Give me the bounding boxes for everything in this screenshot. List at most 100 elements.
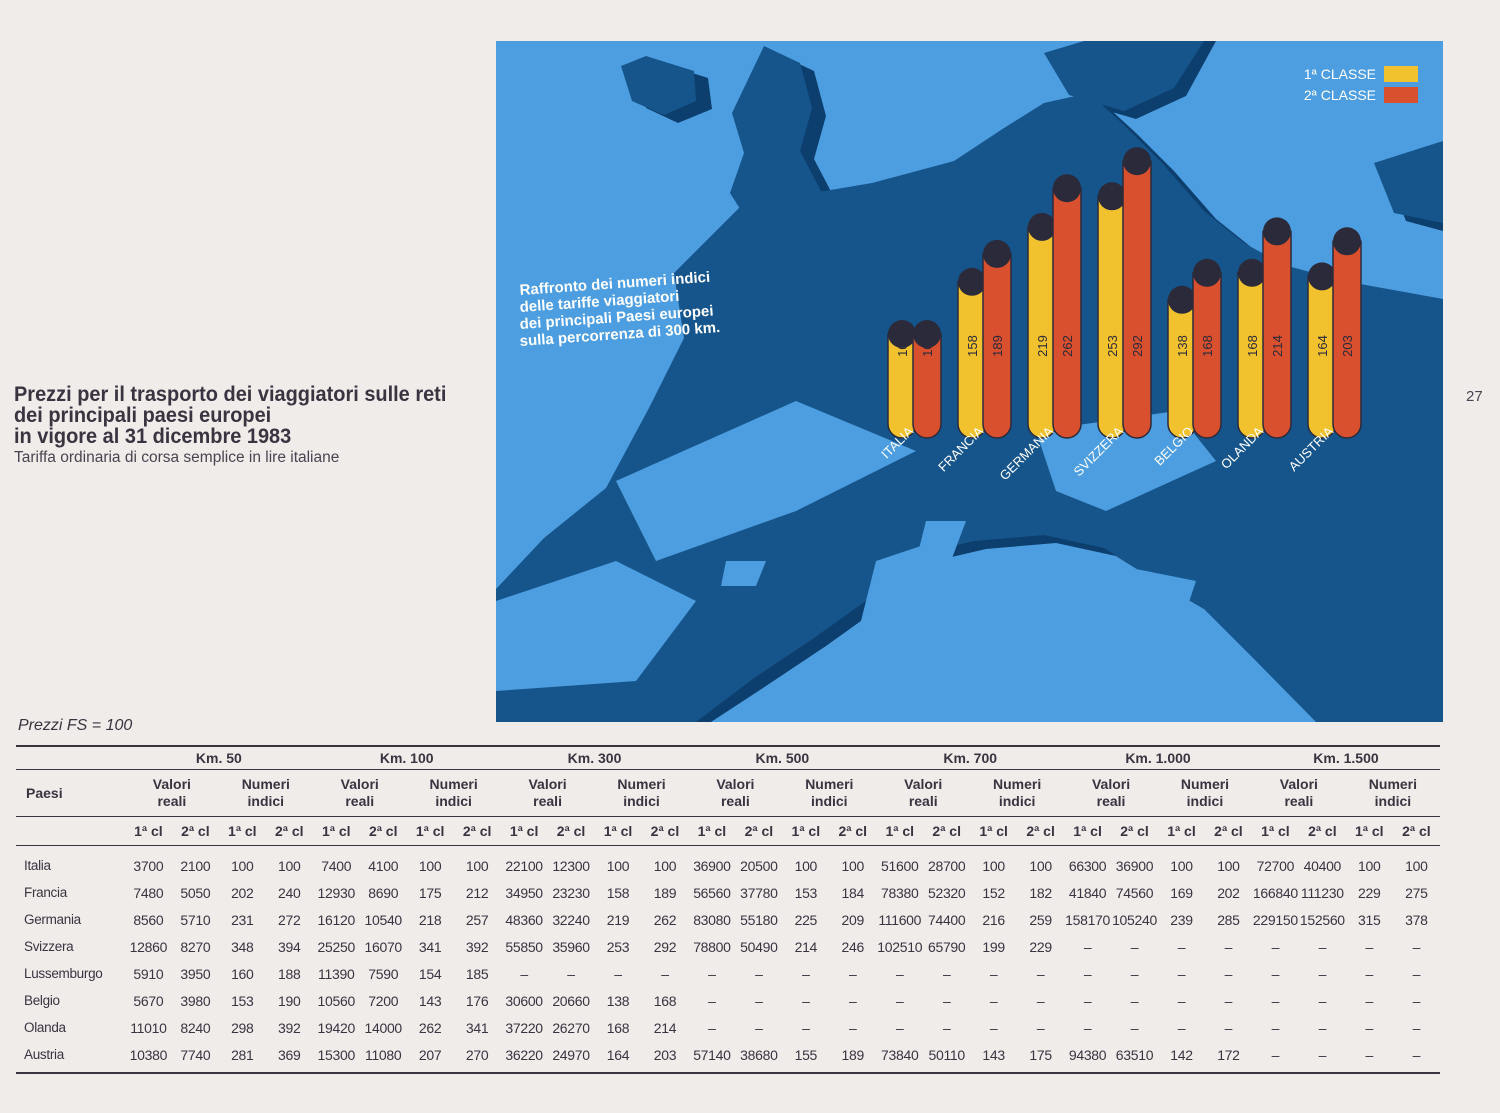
value-cell: 111600 [878,911,922,928]
value-cell: – [661,965,669,982]
cylinder-cap [1028,212,1056,241]
group-header-line-1: Numeri [1368,776,1418,792]
country-cell: Lussemburgo [24,966,103,981]
value-cell: 48360 [505,911,543,928]
bar-svizzera-second-class: 292 [1122,147,1152,439]
group-header-line-2: reali [908,793,938,809]
value-cell: 105240 [1112,911,1157,928]
value-cell: 14000 [364,1019,402,1036]
value-cell: – [849,965,857,982]
second-class-header: 2ª cl [1392,816,1440,846]
value-cell: 341 [465,1019,489,1036]
value-cell: 100 [278,857,301,874]
table-row: Francia 7480 5050 202 240 12930 8690 175 212 3495… [16,879,1440,906]
value-cell: – [1412,938,1421,955]
value-cell: 203 [641,1041,689,1074]
value-cell: – [708,992,716,1009]
value-cell: 50110 [923,1041,971,1074]
bar-value-label: 253 [1105,335,1120,357]
group-header-line-1: Numeri [429,776,478,792]
value-cell: 190 [278,992,301,1009]
value-cell: 275 [1405,884,1428,901]
value-cell: 7480 [133,884,164,901]
bar-italia-second-class: 100 [912,320,942,439]
value-cell: 5910 [133,965,164,982]
value-cell: – [1177,938,1186,955]
bar-francia-second-class: 189 [982,239,1012,439]
value-cell: 37780 [740,884,778,901]
bar-belgio-first-class: 138 [1167,285,1197,439]
value-cell: 369 [265,1041,313,1074]
value-cell: 184 [841,884,865,901]
value-cell: 8270 [180,938,211,955]
value-cell: 172 [1204,1041,1252,1074]
group-header-line-1: Numeri [993,776,1042,792]
value-cell: – [708,1019,716,1036]
value-cell: – [989,965,998,982]
country-cell: Svizzera [24,939,74,954]
second-class-header: 2ª cl [171,816,219,846]
cylinder-cap [1193,258,1221,287]
distance-header: Km. 300 [500,745,689,770]
distance-header-row: Km. 50 Km. 100 Km. 300 Km. 500 Km. 700 Km. 1.… [16,745,1440,770]
group-header-line-1: Numeri [241,776,290,792]
value-cell: 7590 [368,965,399,982]
bar-value-label: 168 [1245,335,1260,357]
group-header-line-2: indici [1186,793,1224,809]
first-class-header: 1ª cl [218,816,266,846]
distance-header: Km. 100 [312,745,501,770]
group-header-line-1: Valori [716,776,755,792]
value-cell: – [942,992,951,1009]
value-cell: – [1177,1019,1186,1036]
value-cell: 7400 [321,857,352,874]
value-cell: – [1083,1019,1092,1036]
country-cell: Austria [16,1041,125,1074]
value-cell: – [849,992,857,1009]
value-cell: 8560 [133,911,164,928]
value-cell: 12860 [129,938,168,955]
value-cell: 25250 [317,938,356,955]
second-class-header: 2ª cl [735,816,783,846]
value-cell: 188 [278,965,301,982]
value-cell: 207 [406,1041,454,1074]
value-cell: 10540 [364,911,402,928]
value-cell: 7200 [368,992,399,1009]
table-row: Italia 3700 2100 100 100 7400 4100 100 100 22100 1… [16,846,1440,880]
value-cell: – [1224,1019,1233,1036]
value-cell: 229 [1358,884,1381,901]
value-cell: 239 [1170,911,1193,928]
value-cell: – [755,992,763,1009]
numeri-indici-header: Numeri indici [970,769,1065,817]
second-class-header: 2ª cl [1298,816,1346,846]
distance-header-blank [16,745,125,770]
value-cell: 72700 [1256,857,1295,874]
value-cell: 285 [1217,911,1240,928]
value-cell: – [1083,992,1092,1009]
value-cell: 73840 [876,1041,924,1074]
group-header-line-2: indici [1374,793,1412,809]
valori-reali-header: Valori reali [124,769,219,817]
value-cell: 378 [1405,911,1428,928]
value-cell: – [708,965,716,982]
bar-olanda-first-class: 168 [1237,258,1267,439]
distance-header: Km. 700 [876,745,1065,770]
distance-header: Km. 1.500 [1251,745,1440,770]
value-cell: 36900 [693,857,731,874]
legend-entry-second-class: 2ª CLASSE [1304,87,1376,103]
value-cell: 168 [606,1019,630,1036]
value-cell: 4100 [368,857,399,874]
table-row: Germania 8560 5710 231 272 16120 10540 218 257 48… [16,906,1440,933]
value-cell: 168 [653,992,677,1009]
first-class-header: 1ª cl [1064,816,1112,846]
first-class-header: 1ª cl [688,816,736,846]
cylinder-body [1262,230,1292,439]
first-class-header: 1ª cl [406,816,454,846]
value-cell: 63510 [1111,1041,1158,1074]
distance-header: Km. 1.000 [1064,745,1252,770]
cylinder-cap [1098,182,1126,211]
second-class-header: 2ª cl [641,816,689,846]
value-cell: 169 [1170,884,1193,901]
value-cell: 7740 [171,1041,219,1074]
group-header-line-2: reali [157,793,187,809]
first-class-header: 1ª cl [124,816,172,846]
